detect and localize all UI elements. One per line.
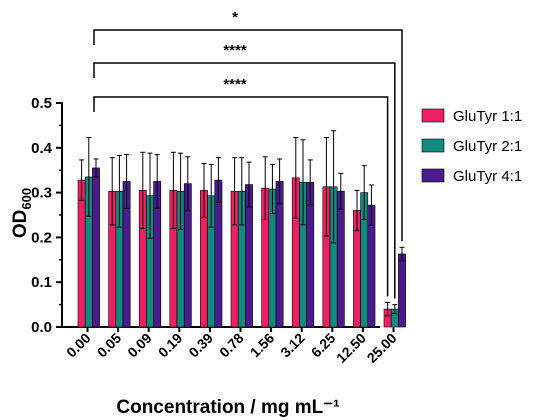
- legend-label: GluTyr 4:1: [453, 168, 522, 185]
- legend-swatch: [421, 108, 445, 123]
- x-tick-label: 1.56: [247, 330, 278, 361]
- y-tick-label: 0.2: [31, 229, 52, 246]
- bar: [77, 179, 86, 328]
- bar: [92, 167, 100, 328]
- significance-bracket: [93, 96, 389, 297]
- y-tick-label: 0.3: [31, 185, 52, 202]
- y-axis-title-main: OD: [10, 210, 31, 239]
- legend-label: GluTyr 1:1: [453, 108, 522, 125]
- y-tick-label: 0.0: [31, 319, 52, 336]
- legend: GluTyr 1:1 GluTyr 2:1 GluTyr 4:1: [421, 108, 522, 185]
- significance-bracket: [93, 29, 403, 242]
- x-axis-title: Concentration / mg mL⁻¹: [116, 397, 339, 418]
- bar: [398, 253, 406, 328]
- x-tick-label: 0.05: [94, 330, 125, 361]
- x-axis: 0.00 0.05 0.09 0.19 0.39 0.78 1.56 3.12 6.2512.5…: [62, 326, 400, 366]
- y-axis: 0.0 0.1 0.2 0.3 0.4 0.5: [31, 95, 63, 336]
- y-tick-label: 0.5: [31, 95, 52, 112]
- x-tick-label: 25.00: [364, 330, 400, 366]
- x-tick-label: 0.00: [63, 330, 94, 361]
- legend-swatch: [421, 168, 445, 183]
- x-tick-label: 0.39: [185, 330, 216, 361]
- bars: [77, 130, 406, 328]
- y-axis-title: OD600: [10, 188, 34, 238]
- significance-label: ****: [223, 76, 247, 93]
- x-tick-label: 12.50: [333, 330, 369, 366]
- x-tick-label: 0.78: [216, 330, 247, 361]
- bar: [336, 190, 345, 328]
- y-tick-label: 0.4: [31, 140, 53, 157]
- legend-swatch: [421, 138, 445, 153]
- y-axis-title-sub: 600: [19, 188, 34, 210]
- significance-label: *: [232, 9, 238, 26]
- significance-bracket: [93, 62, 396, 299]
- x-tick-label: 0.09: [124, 330, 155, 361]
- x-tick-label: 3.12: [277, 330, 308, 361]
- legend-label: GluTyr 2:1: [453, 138, 522, 155]
- significance-label: ****: [223, 42, 247, 59]
- y-tick-label: 0.1: [31, 274, 52, 291]
- significance-brackets: *********: [93, 9, 403, 299]
- x-tick-label: 0.19: [155, 330, 186, 361]
